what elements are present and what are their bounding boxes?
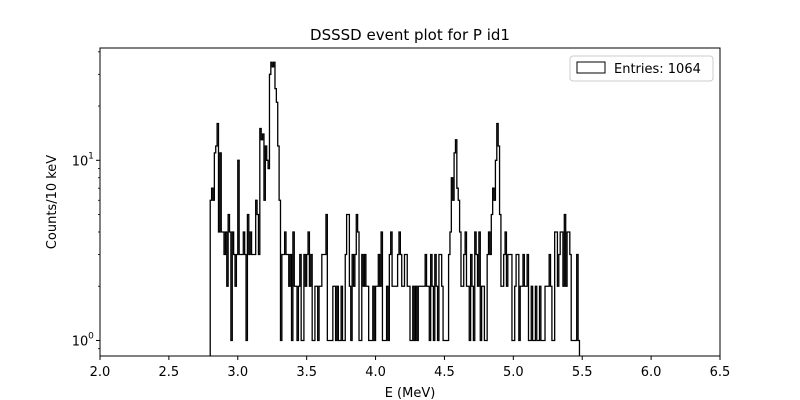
x-tick-label: 2.0 — [90, 365, 111, 380]
x-tick-label: 5.5 — [572, 365, 593, 380]
x-tick-label: 4.5 — [434, 365, 455, 380]
x-tick-label: 6.0 — [641, 365, 662, 380]
y-axis-label: Counts/10 keV — [45, 155, 60, 249]
x-tick-label: 3.0 — [227, 365, 248, 380]
y-tick-label: 10 — [72, 334, 89, 349]
legend-label: Entries: 1064 — [614, 62, 701, 77]
plot-frame — [99, 47, 721, 357]
x-tick-label: 2.5 — [159, 365, 180, 380]
x-tick-label: 6.5 — [710, 365, 731, 380]
x-tick-label: 5.0 — [503, 365, 524, 380]
histogram-series — [209, 61, 581, 356]
legend: Entries: 1064 — [569, 55, 714, 82]
plot-area — [99, 47, 721, 357]
x-tick-label: 4.0 — [365, 365, 386, 380]
y-tick-exponent: 1 — [88, 151, 94, 161]
legend-box — [569, 55, 714, 82]
x-axis: 2.0 2.5 3.0 3.5 4.0 4.5 5.0 5.5 6.0 6.5 — [90, 356, 731, 380]
y-tick-exponent: 0 — [88, 331, 94, 341]
legend-swatch — [576, 61, 606, 74]
chart-title: DSSSD event plot for P id1 — [310, 26, 510, 44]
x-axis-label: E (MeV) — [385, 386, 436, 400]
y-tick-label: 10 — [72, 154, 89, 169]
x-tick-label: 3.5 — [296, 365, 317, 380]
